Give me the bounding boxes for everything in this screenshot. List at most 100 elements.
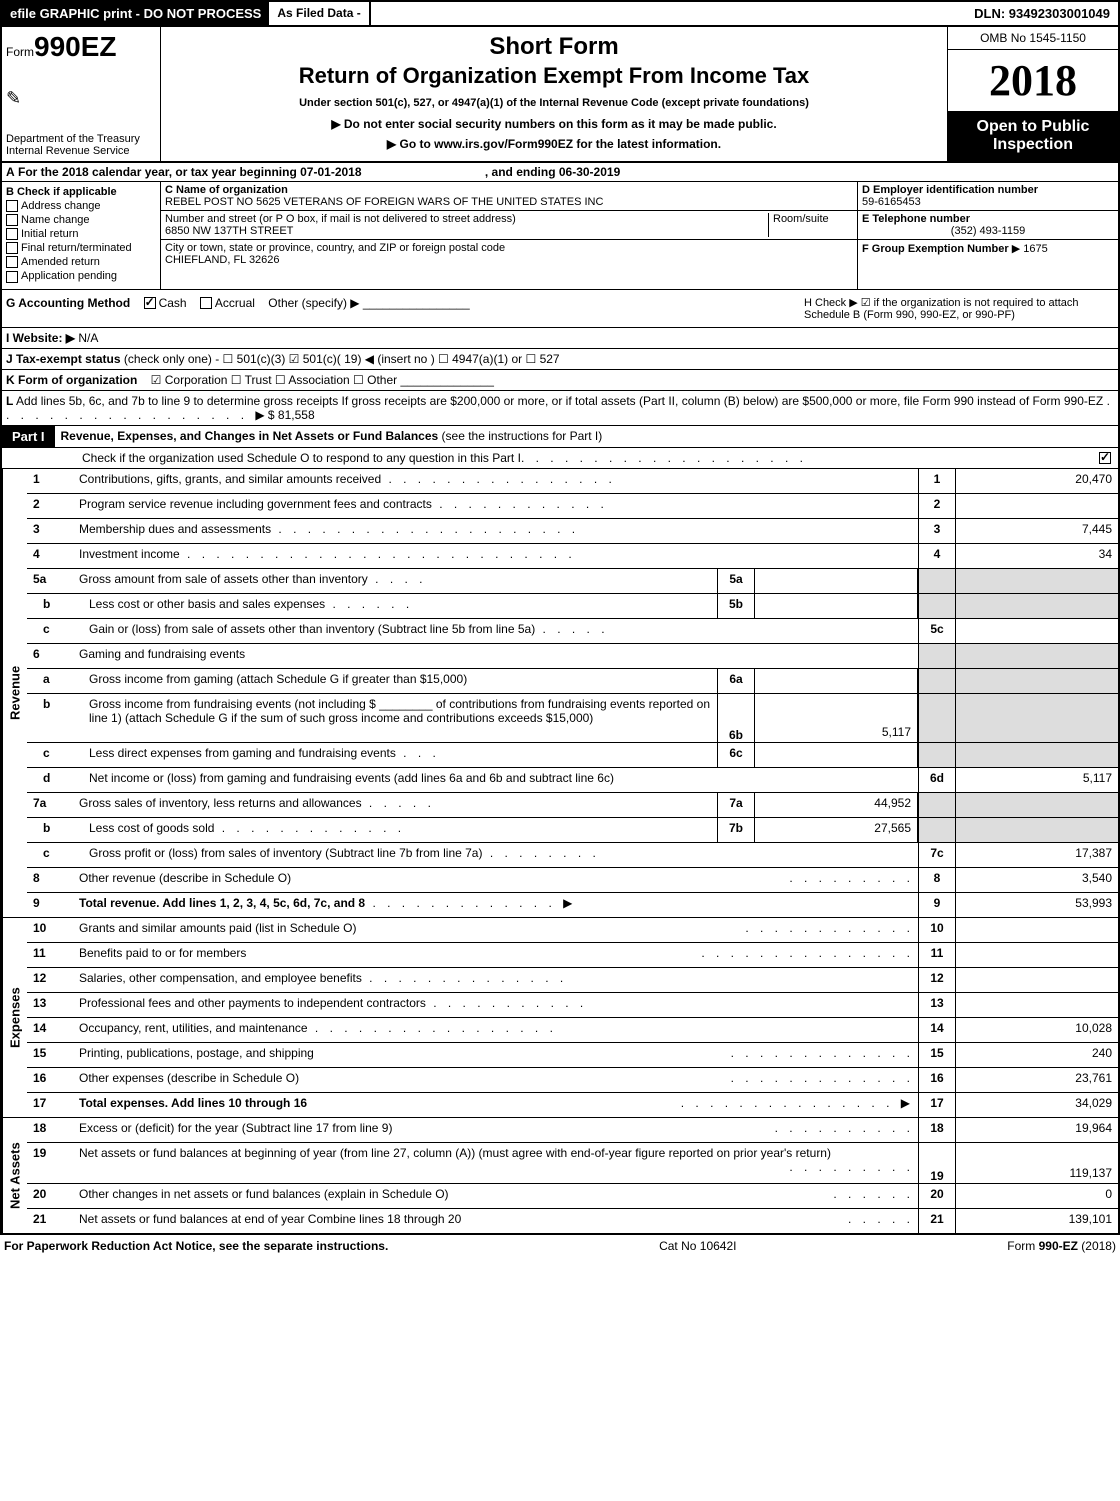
line-14-value: 10,028 [956, 1018, 1118, 1042]
line-17-value: 34,029 [956, 1093, 1118, 1117]
page-footer: For Paperwork Reduction Act Notice, see … [0, 1235, 1120, 1257]
website-label: I Website: ▶ [6, 331, 75, 345]
line-1-value: 20,470 [956, 469, 1118, 493]
irs-label: Internal Revenue Service [6, 145, 156, 157]
row-bcdef: B Check if applicable Address change Nam… [2, 182, 1118, 290]
line-6a-value [755, 669, 918, 693]
checkbox-amended-return[interactable] [6, 256, 18, 268]
section-c: C Name of organization REBEL POST NO 562… [161, 182, 857, 289]
room-suite-label: Room/suite [768, 213, 853, 237]
org-form-label: K Form of organization [6, 373, 137, 387]
url-instruction: ▶ Go to www.irs.gov/Form990EZ for the la… [165, 137, 943, 151]
checkbox-name-change[interactable] [6, 214, 18, 226]
line-3-value: 7,445 [956, 519, 1118, 543]
line-10-value [956, 918, 1118, 942]
section-l-label: L [6, 394, 13, 408]
top-bar: efile GRAPHIC print - DO NOT PROCESS As … [2, 2, 1118, 27]
section-a: A For the 2018 calendar year, or tax yea… [2, 163, 1118, 182]
expenses-vert-label: Expenses [2, 918, 27, 1117]
phone-value: (352) 493-1159 [862, 225, 1114, 237]
line-13-value [956, 993, 1118, 1017]
as-filed-label: As Filed Data - [269, 2, 370, 25]
phone-label: E Telephone number [862, 213, 1114, 225]
checkbox-address-change[interactable] [6, 200, 18, 212]
section-j: J Tax-exempt status (check only one) - ☐… [2, 349, 1118, 370]
ein-label: D Employer identification number [862, 184, 1114, 196]
line-6b-value: 5,117 [755, 694, 918, 742]
line-5c-value [956, 619, 1118, 643]
form-name-column: Form990EZ ✎ Department of the Treasury I… [2, 27, 161, 161]
efile-notice: efile GRAPHIC print - DO NOT PROCESS [2, 2, 269, 25]
section-l-amount: ▶ $ 81,558 [255, 408, 314, 422]
org-form-text: ☑ Corporation ☐ Trust ☐ Association ☐ Ot… [151, 373, 397, 387]
inspection-notice: Open to Public Inspection [948, 112, 1118, 161]
col-def: D Employer identification number 59-6165… [857, 182, 1118, 289]
revenue-section: Revenue 1 Contributions, gifts, grants, … [2, 469, 1118, 917]
city-value: CHIEFLAND, FL 32626 [165, 254, 853, 266]
website-value: N/A [78, 331, 98, 345]
expenses-section: Expenses 10 Grants and similar amounts p… [2, 917, 1118, 1117]
tax-exempt-text: (check only one) - ☐ 501(c)(3) ☑ 501(c)(… [124, 352, 560, 366]
title-column: Short Form Return of Organization Exempt… [161, 27, 947, 161]
line-12-value [956, 968, 1118, 992]
return-title: Return of Organization Exempt From Incom… [165, 63, 943, 89]
line-16-value: 23,761 [956, 1068, 1118, 1092]
form-header: Form990EZ ✎ Department of the Treasury I… [2, 27, 1118, 163]
checkbox-accrual[interactable] [200, 297, 212, 309]
accounting-label: G Accounting Method [6, 296, 130, 310]
part-1-checkbox[interactable] [1099, 452, 1111, 464]
form-prefix: Form [6, 45, 34, 59]
short-form-title: Short Form [165, 33, 943, 61]
section-b-title: B Check if applicable [6, 186, 156, 198]
row-g-h: G Accounting Method Cash Accrual Other (… [2, 290, 1118, 328]
line-5b-value [755, 594, 918, 618]
checkbox-final-return[interactable] [6, 242, 18, 254]
dln-number: DLN: 93492303001049 [966, 2, 1118, 25]
line-2-value [956, 494, 1118, 518]
netassets-section: Net Assets 18 Excess or (deficit) for th… [2, 1117, 1118, 1233]
part-1-header-row: Part I Revenue, Expenses, and Changes in… [2, 426, 1118, 448]
department-label: Department of the Treasury [6, 133, 156, 145]
section-a-text: For the 2018 calendar year, or tax year … [18, 165, 362, 179]
netassets-vert-label: Net Assets [2, 1118, 27, 1233]
line-7c-value: 17,387 [956, 843, 1118, 867]
org-name: REBEL POST NO 5625 VETERANS OF FOREIGN W… [165, 196, 853, 208]
line-21-value: 139,101 [956, 1209, 1118, 1233]
revenue-vert-label: Revenue [2, 469, 27, 917]
form-number: 990EZ [34, 31, 117, 62]
line-4-value: 34 [956, 544, 1118, 568]
org-name-label: C Name of organization [165, 184, 853, 196]
part-1-check-text: Check if the organization used Schedule … [82, 451, 521, 465]
catalog-number: Cat No 10642I [659, 1239, 736, 1253]
section-l: L Add lines 5b, 6c, and 7b to line 9 to … [2, 391, 1118, 426]
line-9-value: 53,993 [956, 893, 1118, 917]
line-6c-value [755, 743, 918, 767]
tax-year: 2018 [948, 50, 1118, 112]
section-i: I Website: ▶ N/A [2, 328, 1118, 349]
line-20-value: 0 [956, 1184, 1118, 1208]
ssn-warning: ▶ Do not enter social security numbers o… [165, 117, 943, 131]
checkbox-cash[interactable] [144, 297, 156, 309]
form-version: Form 990-EZ (2018) [1007, 1239, 1116, 1253]
checkbox-initial-return[interactable] [6, 228, 18, 240]
line-7a-value: 44,952 [755, 793, 918, 817]
city-label: City or town, state or province, country… [165, 242, 853, 254]
part-1-label: Part I [2, 426, 55, 447]
ein-value: 59-6165453 [862, 196, 1114, 208]
section-b: B Check if applicable Address change Nam… [2, 182, 161, 289]
line-18-value: 19,964 [956, 1118, 1118, 1142]
line-11-value [956, 943, 1118, 967]
part-1-check-row: Check if the organization used Schedule … [2, 448, 1118, 469]
omb-number: OMB No 1545-1150 [948, 27, 1118, 50]
paperwork-notice: For Paperwork Reduction Act Notice, see … [4, 1239, 388, 1253]
part-1-title: Revenue, Expenses, and Changes in Net As… [61, 429, 439, 443]
right-header-column: OMB No 1545-1150 2018 Open to Public Ins… [947, 27, 1118, 161]
street-value: 6850 NW 137TH STREET [165, 225, 768, 237]
form-container: efile GRAPHIC print - DO NOT PROCESS As … [0, 0, 1120, 1235]
line-7b-value: 27,565 [755, 818, 918, 842]
section-a-label: A [6, 165, 15, 179]
street-label: Number and street (or P O box, if mail i… [165, 213, 516, 225]
under-section-text: Under section 501(c), 527, or 4947(a)(1)… [165, 97, 943, 109]
checkbox-application-pending[interactable] [6, 271, 18, 283]
section-a-ending: , and ending 06-30-2019 [485, 165, 620, 179]
